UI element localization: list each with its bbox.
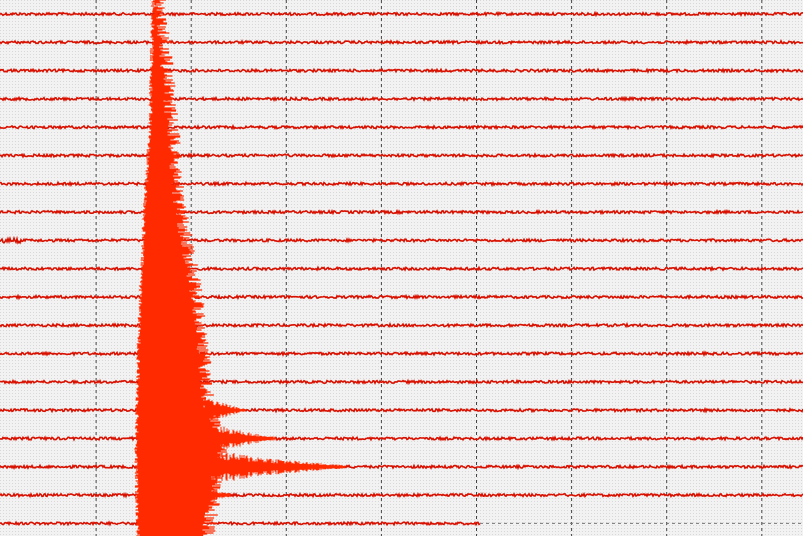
trace — [0, 152, 803, 159]
trace — [0, 321, 803, 329]
trace — [0, 378, 803, 386]
trace — [0, 180, 803, 188]
trace — [0, 67, 803, 74]
trace — [0, 435, 803, 442]
traces — [0, 10, 803, 527]
trace — [0, 123, 803, 131]
event — [134, 0, 346, 536]
trace — [0, 463, 803, 471]
trace — [0, 95, 803, 103]
trace — [0, 208, 803, 216]
trace — [0, 491, 803, 499]
trace — [0, 350, 803, 358]
trace — [0, 235, 803, 245]
trace — [0, 520, 481, 527]
trace — [0, 10, 803, 18]
trace — [0, 265, 803, 272]
trace — [0, 293, 803, 301]
trace — [0, 39, 803, 46]
trace — [0, 406, 803, 414]
